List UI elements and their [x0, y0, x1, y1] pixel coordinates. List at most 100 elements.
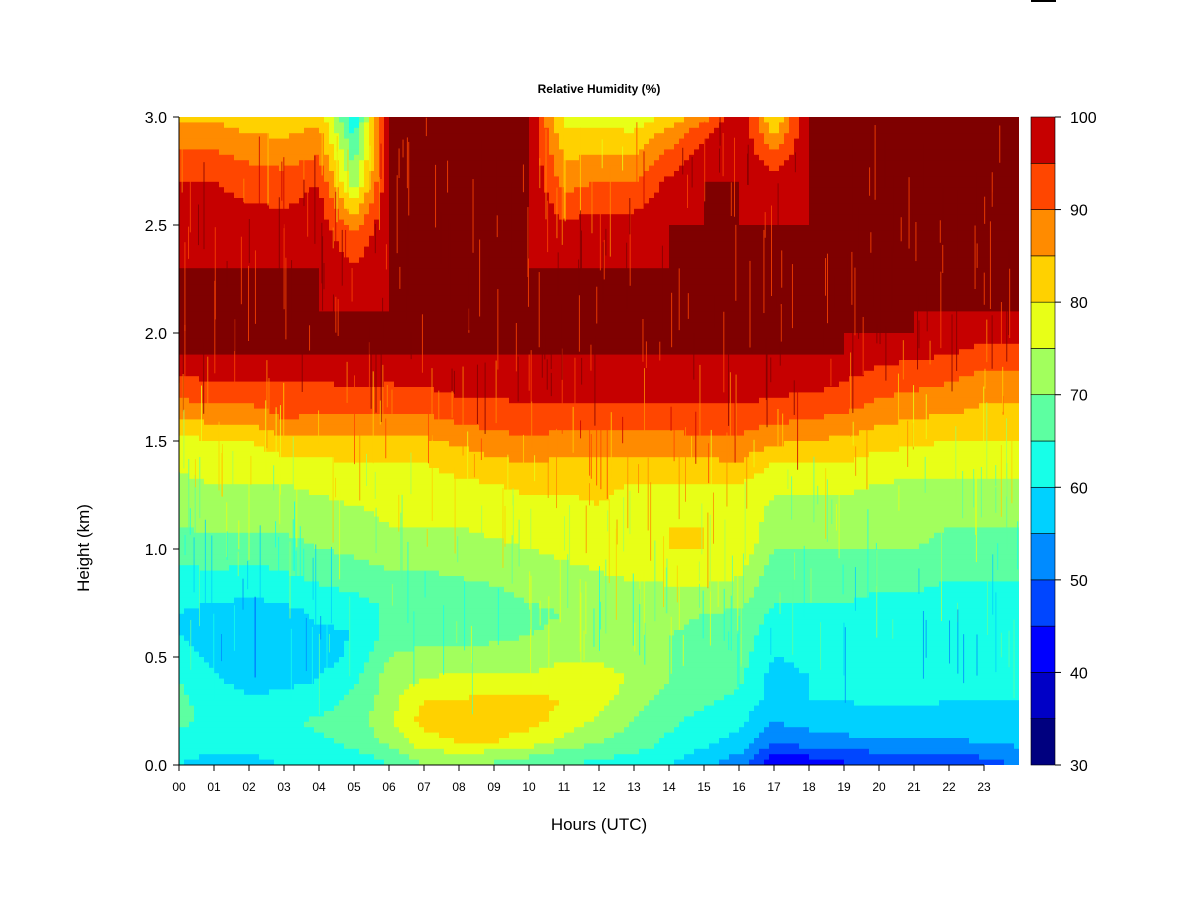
- heatmap-cell: [234, 754, 240, 760]
- heatmap-cell: [349, 479, 355, 485]
- heatmap-cell: [264, 344, 270, 350]
- heatmap-cell: [374, 511, 380, 517]
- heatmap-cell: [224, 430, 230, 436]
- heatmap-cell: [314, 517, 320, 523]
- heatmap-cell: [184, 608, 190, 614]
- heatmap-cell: [254, 214, 260, 220]
- heatmap-cell: [194, 560, 200, 566]
- heatmap-cell: [284, 441, 290, 447]
- heatmap-cell: [204, 311, 210, 317]
- heatmap-cell: [294, 236, 300, 242]
- heatmap-cell: [254, 473, 260, 479]
- heatmap-cell: [284, 722, 290, 728]
- heatmap-cell: [379, 268, 385, 274]
- heatmap-cell: [349, 306, 355, 312]
- heatmap-cell: [334, 722, 340, 728]
- heatmap-cell: [249, 527, 255, 533]
- heatmap-cell: [374, 592, 380, 598]
- heatmap-cell: [229, 679, 235, 685]
- heatmap-cell: [199, 295, 205, 301]
- heatmap-cell: [234, 689, 240, 695]
- heatmap-cell: [319, 322, 325, 328]
- heatmap-cell: [354, 630, 360, 636]
- heatmap-cell: [194, 284, 200, 290]
- heatmap-cell: [344, 295, 350, 301]
- heatmap-cell: [284, 484, 290, 490]
- heatmap-cell: [274, 166, 280, 172]
- heatmap-cell: [254, 128, 260, 134]
- heatmap-cell: [379, 452, 385, 458]
- heatmap-cell: [344, 193, 350, 199]
- heatmap-cell: [314, 527, 320, 533]
- heatmap-cell: [194, 338, 200, 344]
- heatmap-cell: [294, 587, 300, 593]
- heatmap-cell: [284, 463, 290, 469]
- heatmap-cell: [249, 554, 255, 560]
- heatmap-cell: [269, 727, 275, 733]
- heatmap-cell: [304, 144, 310, 150]
- heatmap-cell: [239, 749, 245, 755]
- heatmap-cell: [214, 527, 220, 533]
- heatmap-cell: [229, 365, 235, 371]
- heatmap-cell: [194, 646, 200, 652]
- heatmap-cell: [194, 662, 200, 668]
- heatmap-cell: [304, 398, 310, 404]
- heatmap-cell: [364, 511, 370, 517]
- heatmap-cell: [269, 360, 275, 366]
- heatmap-cell: [224, 592, 230, 598]
- heatmap-cell: [254, 387, 260, 393]
- heatmap-cell: [374, 754, 380, 760]
- heatmap-cell: [269, 495, 275, 501]
- heatmap-cell: [194, 749, 200, 755]
- heatmap-cell: [349, 371, 355, 377]
- heatmap-cell: [194, 252, 200, 258]
- heatmap-cell: [329, 203, 335, 209]
- heatmap-cell: [354, 679, 360, 685]
- heatmap-cell: [344, 436, 350, 442]
- heatmap-cell: [369, 128, 375, 134]
- heatmap-cell: [359, 646, 365, 652]
- heatmap-cell: [289, 382, 295, 388]
- heatmap-cell: [189, 209, 195, 215]
- heatmap-cell: [239, 311, 245, 317]
- heatmap-cell: [344, 576, 350, 582]
- heatmap-cell: [319, 403, 325, 409]
- heatmap-cell: [244, 473, 250, 479]
- heatmap-cell: [204, 641, 210, 647]
- heatmap-cell: [374, 581, 380, 587]
- heatmap-cell: [229, 117, 235, 123]
- heatmap-cell: [359, 360, 365, 366]
- heatmap-cell: [264, 457, 270, 463]
- heatmap-cell: [369, 241, 375, 247]
- heatmap-cell: [309, 452, 315, 458]
- heatmap-cell: [239, 571, 245, 577]
- heatmap-cell: [374, 160, 380, 166]
- heatmap-cell: [364, 673, 370, 679]
- heatmap-cell: [224, 344, 230, 350]
- heatmap-cell: [344, 338, 350, 344]
- heatmap-cell: [229, 284, 235, 290]
- heatmap-cell: [269, 274, 275, 280]
- heatmap-cell: [294, 247, 300, 253]
- heatmap-cell: [324, 355, 330, 361]
- heatmap-cell: [184, 414, 190, 420]
- heatmap-cell: [229, 171, 235, 177]
- heatmap-cell: [294, 349, 300, 355]
- heatmap-cell: [359, 171, 365, 177]
- heatmap-cell: [379, 490, 385, 496]
- heatmap-cell: [319, 506, 325, 512]
- heatmap-cell: [359, 241, 365, 247]
- heatmap-cell: [374, 517, 380, 523]
- heatmap-cell: [299, 139, 305, 145]
- heatmap-cell: [299, 711, 305, 717]
- heatmap-cell: [304, 171, 310, 177]
- heatmap-cell: [284, 684, 290, 690]
- heatmap-cell: [369, 695, 375, 701]
- heatmap-cell: [194, 452, 200, 458]
- heatmap-cell: [269, 160, 275, 166]
- heatmap-cell: [234, 554, 240, 560]
- heatmap-cell: [239, 527, 245, 533]
- heatmap-cell: [199, 549, 205, 555]
- heatmap-cell: [189, 328, 195, 334]
- heatmap-cell: [244, 387, 250, 393]
